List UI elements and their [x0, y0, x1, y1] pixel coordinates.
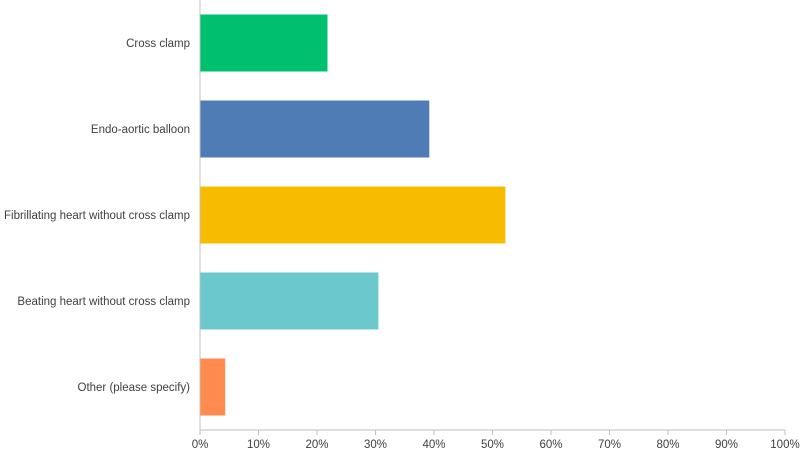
x-tick-label: 50% [481, 439, 504, 451]
x-tick-label: 70% [598, 439, 621, 451]
x-tick-label: 40% [422, 439, 445, 451]
bar-fibrillating-heart-without-cross-clamp [200, 186, 506, 244]
x-axis: 0% 10% 20% 30% 40% 50% 60% 70% 80% 90% 100% [192, 0, 800, 451]
x-tick-label: 0% [192, 439, 209, 451]
bar-beating-heart-without-cross-clamp [200, 272, 379, 330]
category-label-endo-aortic-balloon: Endo-aortic balloon [91, 124, 190, 136]
category-label-other-please-specify: Other (please specify) [78, 382, 191, 394]
category-label-beating-heart-without-cross-clamp: Beating heart without cross clamp [17, 296, 190, 308]
bars-layer [200, 14, 506, 416]
x-tick-label: 60% [539, 439, 562, 451]
x-tick-label: 10% [247, 439, 270, 451]
x-tick-label: 20% [305, 439, 328, 451]
x-tick-label: 90% [715, 439, 738, 451]
category-label-cross-clamp: Cross clamp [126, 38, 190, 50]
x-tick-label: 30% [364, 439, 387, 451]
bar-cross-clamp [200, 14, 328, 72]
category-label-fibrillating-heart-without-cross-clamp: Fibrillating heart without cross clamp [4, 210, 190, 222]
x-tick-label: 80% [656, 439, 679, 451]
bar-endo-aortic-balloon [200, 100, 430, 158]
category-labels: Cross clamp Endo-aortic balloon Fibrillati… [4, 38, 190, 394]
bar-other-please-specify [200, 358, 226, 416]
x-tick-label: 100% [770, 439, 799, 451]
